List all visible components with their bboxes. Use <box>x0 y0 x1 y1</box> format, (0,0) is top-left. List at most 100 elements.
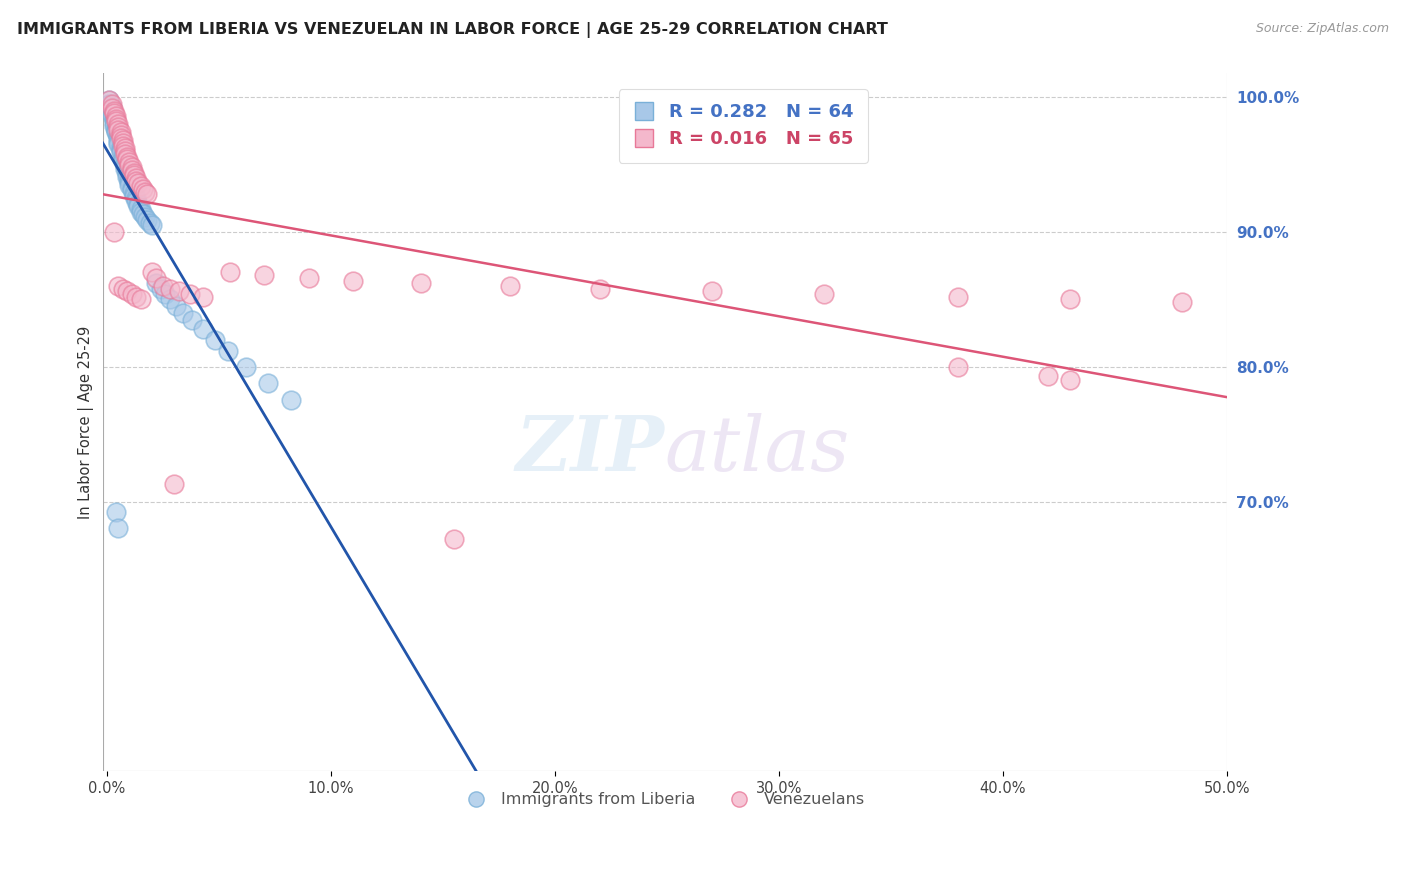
Point <box>111 151 134 165</box>
Point <box>98 93 121 107</box>
Point <box>100 103 122 118</box>
Point <box>118 158 141 172</box>
Point <box>127 177 149 191</box>
Text: ZIP: ZIP <box>516 413 665 487</box>
Point <box>115 164 138 178</box>
Point <box>125 290 148 304</box>
Point <box>145 276 167 290</box>
Point <box>145 270 167 285</box>
Point <box>115 149 138 163</box>
Point <box>409 276 432 290</box>
Point <box>132 207 155 221</box>
Text: IMMIGRANTS FROM LIBERIA VS VENEZUELAN IN LABOR FORCE | AGE 25-29 CORRELATION CHA: IMMIGRANTS FROM LIBERIA VS VENEZUELAN IN… <box>17 22 887 38</box>
Point <box>589 282 612 296</box>
Point <box>121 163 143 178</box>
Point <box>1171 295 1194 310</box>
Point <box>107 137 129 152</box>
Point <box>1059 293 1081 307</box>
Point <box>107 128 129 142</box>
Point <box>217 343 239 358</box>
Point <box>193 290 215 304</box>
Point <box>103 103 125 118</box>
Point <box>138 216 160 230</box>
Point <box>155 287 177 301</box>
Point <box>107 279 129 293</box>
Point <box>100 108 122 122</box>
Point <box>111 148 134 162</box>
Point <box>114 161 136 176</box>
Y-axis label: In Labor Force | Age 25-29: In Labor Force | Age 25-29 <box>79 326 94 518</box>
Point <box>110 130 132 145</box>
Point <box>121 161 143 175</box>
Point <box>111 282 134 296</box>
Point <box>121 183 143 197</box>
Point <box>159 282 181 296</box>
Point <box>219 265 242 279</box>
Point <box>129 204 152 219</box>
Point <box>443 533 465 547</box>
Text: Source: ZipAtlas.com: Source: ZipAtlas.com <box>1256 22 1389 36</box>
Point <box>149 282 172 296</box>
Point <box>257 376 280 390</box>
Point <box>107 521 129 535</box>
Point <box>114 144 136 158</box>
Point <box>110 140 132 154</box>
Point <box>127 199 149 213</box>
Point <box>115 153 138 167</box>
Point <box>127 196 149 211</box>
Point <box>107 132 129 146</box>
Point <box>107 117 129 131</box>
Point <box>132 182 155 196</box>
Point <box>110 145 132 160</box>
Point <box>118 172 141 186</box>
Point <box>107 122 129 136</box>
Point <box>253 268 276 282</box>
Point <box>946 290 969 304</box>
Point <box>100 100 122 114</box>
Text: atlas: atlas <box>665 413 851 487</box>
Point <box>114 146 136 161</box>
Point <box>105 112 128 126</box>
Point <box>114 156 136 170</box>
Point <box>105 114 128 128</box>
Point <box>105 505 128 519</box>
Point <box>297 270 319 285</box>
Point <box>122 188 145 202</box>
Point <box>129 179 152 194</box>
Point <box>181 312 204 326</box>
Point <box>111 136 134 150</box>
Point <box>107 135 129 149</box>
Legend: Immigrants from Liberia, Venezuelans: Immigrants from Liberia, Venezuelans <box>456 784 873 815</box>
Point <box>125 171 148 186</box>
Point <box>115 167 138 181</box>
Point <box>134 185 156 199</box>
Point <box>103 119 125 133</box>
Point <box>103 116 125 130</box>
Point <box>107 129 129 144</box>
Point <box>141 265 163 279</box>
Point <box>100 101 122 115</box>
Point <box>163 477 186 491</box>
Point <box>125 194 148 208</box>
Point <box>129 293 152 307</box>
Point <box>700 285 723 299</box>
Point <box>100 97 122 112</box>
Point <box>813 287 835 301</box>
Point <box>114 141 136 155</box>
Point <box>129 202 152 216</box>
Point <box>110 143 132 157</box>
Point <box>166 299 188 313</box>
Point <box>103 111 125 125</box>
Point <box>103 225 125 239</box>
Point <box>167 285 190 299</box>
Point <box>118 175 141 189</box>
Point <box>111 133 134 147</box>
Point <box>105 124 128 138</box>
Point <box>136 187 159 202</box>
Point <box>98 97 121 112</box>
Point <box>107 120 129 134</box>
Point <box>172 306 194 320</box>
Point <box>159 293 181 307</box>
Point <box>114 159 136 173</box>
Point <box>193 322 215 336</box>
